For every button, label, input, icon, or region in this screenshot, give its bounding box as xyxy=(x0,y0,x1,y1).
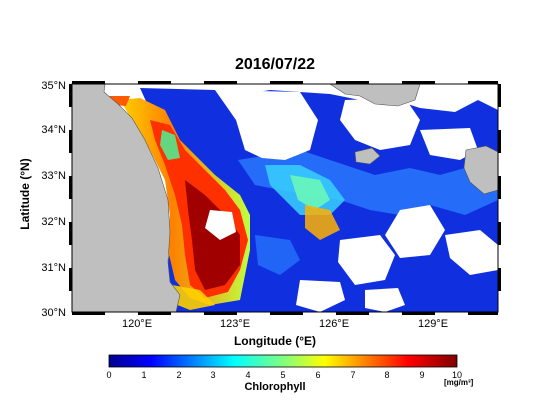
x-axis-label: Longitude (°E) xyxy=(233,334,317,348)
colorbar-label: Chlorophyll xyxy=(244,381,306,393)
colorbar-tick-6: 6 xyxy=(315,370,321,380)
lat-tick-35: 35°N xyxy=(41,80,66,92)
colorbar-tick-0: 0 xyxy=(106,370,112,380)
colorbar-tick-4: 4 xyxy=(245,370,251,380)
lon-tick-126: 126°E xyxy=(318,318,350,330)
lon-tick-129: 129°E xyxy=(417,318,449,330)
mainland-china xyxy=(72,84,181,312)
lat-tick-32: 32°N xyxy=(41,216,66,228)
korean-peninsula-south xyxy=(329,84,421,107)
lat-tick-30: 30°N xyxy=(41,307,66,319)
lon-tick-120: 120°E xyxy=(121,318,153,330)
lon-tick-123: 123°E xyxy=(219,318,251,330)
lat-tick-34: 34°N xyxy=(41,124,66,136)
lat-tick-31: 31°N xyxy=(41,262,66,274)
kyushu-island xyxy=(463,145,498,195)
colorbar-tick-5: 5 xyxy=(280,370,286,380)
map-title: 2016/07/22 xyxy=(234,56,316,73)
lat-tick-33: 33°N xyxy=(41,170,66,182)
colorbar-unit: [mg/m³] xyxy=(444,378,474,387)
colorbar-tick-3: 3 xyxy=(210,370,216,380)
nodata-gaps xyxy=(205,90,498,312)
colorbar-tick-9: 9 xyxy=(419,370,425,380)
colorbar-tick-7: 7 xyxy=(350,370,356,380)
map-frame xyxy=(69,81,501,315)
jeju-island xyxy=(354,147,381,165)
colorbar-tick-10: 10 xyxy=(451,370,462,380)
colorbar-tick-8: 8 xyxy=(384,370,390,380)
colorbar-tick-2: 2 xyxy=(176,370,182,380)
land-mask xyxy=(72,84,498,312)
colorbar-tick-1: 1 xyxy=(141,370,147,380)
colorbar xyxy=(108,354,458,368)
